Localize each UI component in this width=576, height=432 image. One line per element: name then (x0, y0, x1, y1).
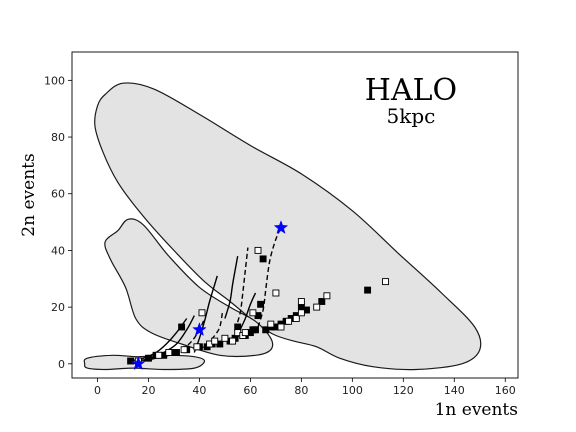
open-square-point-2 (155, 351, 163, 359)
point-layer (127, 220, 389, 371)
open-square-point-17 (272, 289, 280, 297)
open-square-point-3 (165, 349, 173, 356)
x-tick-label: 120 (393, 384, 414, 397)
trajectory-curve-6 (224, 255, 239, 319)
x-tick-label: 20 (141, 384, 155, 397)
open-square-point-21 (297, 298, 305, 305)
x-tick-label: 60 (243, 384, 257, 397)
open-square-point-25 (382, 278, 389, 286)
open-square-point-22 (297, 309, 305, 317)
trajectory-curve-1 (130, 318, 188, 362)
filled-square-point-7 (178, 323, 186, 331)
filled-square-point-33 (318, 298, 326, 305)
region-1 (94, 82, 482, 371)
chart-subtitle: 5kpc (387, 104, 436, 128)
y-tick-label: 80 (51, 131, 65, 144)
star-point-3 (273, 220, 289, 234)
open-square-point-16 (267, 320, 275, 328)
open-square-point-4 (180, 346, 188, 354)
y-tick-label: 20 (51, 301, 65, 314)
curve-layer (130, 227, 282, 362)
chart-title: HALO (365, 73, 457, 108)
filled-square-point-6 (173, 349, 180, 356)
filled-square-point-1 (127, 357, 135, 365)
star-point-1 (130, 356, 146, 371)
open-square-point-23 (313, 303, 321, 311)
open-square-point-6 (198, 309, 206, 317)
x-tick-label: 140 (444, 384, 465, 397)
filled-square-point-22 (257, 300, 265, 308)
y-axis-label: 2n events (19, 153, 39, 236)
x-tick-label: 40 (192, 384, 206, 397)
region-2 (104, 218, 274, 357)
open-square-point-19 (285, 317, 293, 325)
open-square-point-5 (193, 343, 201, 351)
x-tick-label: 80 (294, 384, 308, 397)
open-square-point-13 (241, 329, 249, 337)
x-tick-label: 160 (495, 384, 516, 397)
filled-square-point-2 (145, 354, 152, 362)
y-axis: 0 20 40 60 80 100 (44, 74, 72, 371)
filled-square-point-34 (364, 286, 372, 294)
open-square-point-9 (221, 334, 229, 342)
x-tick-label: 100 (342, 384, 363, 397)
open-square-point-10 (229, 337, 237, 345)
open-square-point-8 (211, 337, 219, 345)
open-square-point-24 (323, 292, 331, 300)
x-axis: 0 20 40 60 80 100 120 140 160 (94, 378, 516, 397)
filled-square-point-23 (259, 255, 267, 263)
open-square-point-14 (249, 309, 257, 317)
x-tick-label: 0 (94, 384, 101, 397)
star-point-2 (192, 322, 207, 337)
trajectory-curve-9 (257, 227, 282, 328)
trajectory-curve-4 (193, 275, 218, 353)
open-square-point-20 (292, 315, 300, 322)
y-tick-label: 0 (58, 358, 65, 371)
trajectory-curve-5 (198, 312, 224, 351)
y-tick-label: 40 (51, 244, 65, 257)
trajectory-curve-7 (234, 247, 249, 331)
y-tick-label: 100 (44, 74, 65, 87)
plot-frame (71, 51, 519, 379)
x-axis-label: 1n events (435, 400, 518, 420)
open-square-point-15 (254, 246, 262, 254)
y-tick-label: 60 (51, 188, 65, 201)
filled-square-point-15 (234, 323, 242, 331)
open-square-point-18 (277, 323, 285, 331)
filled-square-point-20 (252, 326, 259, 334)
